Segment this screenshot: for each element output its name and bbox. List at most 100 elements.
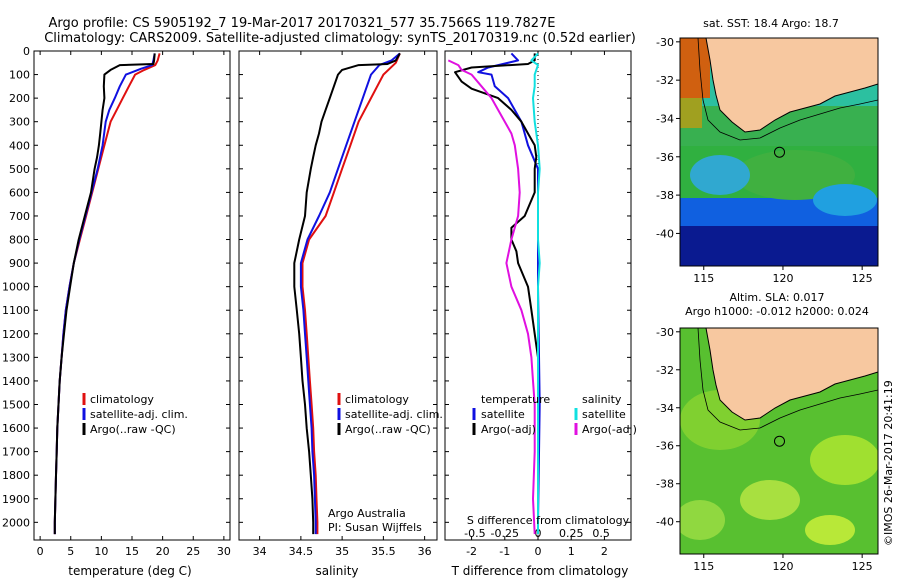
legend-label-climatology: climatology [90,393,154,406]
lon-tick-label: 120 [772,272,793,285]
lat-tick-label: -36 [656,151,674,164]
x-tick-label: 0 [37,545,44,558]
salinity-series [293,52,401,535]
depth-tick-labels: 0 100 200 300 400 500 600 700 800 900 1000 1100 1200… [2,45,230,529]
depth-tick-label: 1000 [2,281,30,294]
x-tick-label: 35.5 [371,545,396,558]
sla-patch-4 [805,515,855,545]
x-tick-label: -1 [499,545,510,558]
t-difference-xlabel: T difference from climatology [451,564,629,578]
sst-warm-eddy [735,150,855,200]
difference-series [447,51,541,540]
sst-land [705,38,878,133]
depth-tick-label: 0 [23,45,30,58]
series-line-t-argo-adj [454,53,539,535]
imos-timestamp-label: ©IMOS 26-Mar-2017 20:41:19 [882,380,895,546]
temperature-xlabel: temperature (deg C) [68,564,191,578]
sst-warm-west [680,38,710,98]
s-tick-label: 0.5 [592,527,610,540]
depth-tick-label: 1500 [2,398,30,411]
depth-tick-label: 400 [9,139,30,152]
legend-label-satellite: satellite-adj. clim. [90,408,188,421]
difference-legend: temperature salinity satellite Argo(-adj… [472,393,637,436]
difference-panel: -2 -1 0 1 2 -0.5 -0.25 0 0.25 0.5 S difference f… [444,50,637,578]
salinity-axes-frame [238,50,438,541]
annotation-pi: PI: Susan Wijffels [328,521,422,534]
lat-tick-label: -30 [656,326,674,339]
depth-tick-label: 2000 [2,516,30,529]
sst-map-tick-labels: 115 120 125 -30 -32 -34 -36 -38 -40 [656,36,873,285]
sst-cool-patch-2 [813,184,877,216]
x-tick-label: 36 [418,545,432,558]
lat-tick-label: -38 [656,189,674,202]
temperature-panel: 0100200300400500600700800900100011001200… [2,45,231,578]
depth-tick-label: 1200 [2,328,30,341]
depth-tick-label: 500 [9,163,30,176]
sla-map-field [680,328,878,554]
temperature-axes-frame [33,50,231,541]
depth-tick-label: 100 [9,69,30,82]
depth-tick-label: 900 [9,257,30,270]
series-line-s-satellite [530,52,541,535]
x-tick-label: 1 [568,545,575,558]
title-line-2: Climatology: CARS2009. Satellite-adjuste… [44,31,636,46]
lat-tick-label: -40 [656,516,674,529]
legend-header-salinity: salinity [582,393,622,406]
salinity-legend: climatology satellite-adj. clim. Argo(..… [337,393,443,436]
salinity-panel: 34 34.5 35 35.5 36 salinity climatology sate… [238,50,443,578]
x-tick-label: 2 [601,545,608,558]
x-tick-label: 5 [67,545,74,558]
x-tick-label: 20 [156,545,170,558]
sst-isobath [697,38,878,141]
title-line-1: Argo profile: CS 5905192_7 19-Mar-2017 2… [48,16,555,31]
lon-tick-label: 115 [693,560,714,573]
difference-tick-marks [445,50,631,523]
temperature-series [53,53,161,535]
lat-tick-label: -32 [656,74,674,87]
salinity-xlabel: salinity [315,564,358,578]
depth-tick-label: 1900 [2,493,30,506]
x-tick-label: 10 [94,545,108,558]
series-line-t-satellite [477,52,541,535]
depth-tick-label: 200 [9,92,30,105]
series-line-s-argo-adj [447,59,536,535]
series-line-climatology [301,53,401,535]
legend-label-climatology: climatology [345,393,409,406]
lon-tick-label: 125 [852,272,873,285]
series-line-argo-raw-qc [293,52,401,535]
x-tick-label: 25 [186,545,200,558]
t-difference-tick-labels: -2 -1 0 1 2 [466,51,608,558]
depth-tick-label: 1300 [2,351,30,364]
legend-label-satellite: satellite-adj. clim. [345,408,443,421]
sla-patch-3 [740,480,800,520]
lat-tick-label: -34 [656,112,674,125]
sla-patch-5 [680,500,725,540]
depth-tick-label: 1700 [2,446,30,459]
s-difference-label: S difference from climatology [467,514,630,527]
temperature-legend: climatology satellite-adj. clim. Argo(..… [82,393,188,436]
legend-label-argo: Argo(..raw -QC) [90,423,176,436]
sla-argo-position-marker [774,435,785,447]
salinity-tick-marks [239,50,437,523]
series-line-argo-raw-qc [53,53,156,535]
sst-cool-patch [690,155,750,195]
s-tick-label: 0.25 [559,527,584,540]
sla-isobath [697,328,878,431]
sla-map: Altim. SLA: 0.017 Argo h1000: -0.012 h20… [656,291,879,573]
lat-tick-label: -36 [656,440,674,453]
lat-tick-label: -30 [656,36,674,49]
legend-label-t-satellite: satellite [481,408,525,421]
sla-map-title-1: Altim. SLA: 0.017 [729,291,824,304]
depth-tick-label: 1400 [2,375,30,388]
depth-tick-label: 600 [9,186,30,199]
legend-label-s-satellite: satellite [582,408,626,421]
x-tick-label: 0 [535,545,542,558]
legend-label-t-argo: Argo(-adj) [481,423,536,436]
salinity-tick-labels: 34 34.5 35 35.5 36 [253,51,432,558]
depth-tick-label: 700 [9,210,30,223]
depth-tick-label: 800 [9,234,30,247]
x-tick-label: 30 [217,545,231,558]
sst-map: sat. SST: 18.4 Argo: 18.7 115 120 125 -30 -3… [656,17,879,285]
x-tick-label: 34 [253,545,267,558]
